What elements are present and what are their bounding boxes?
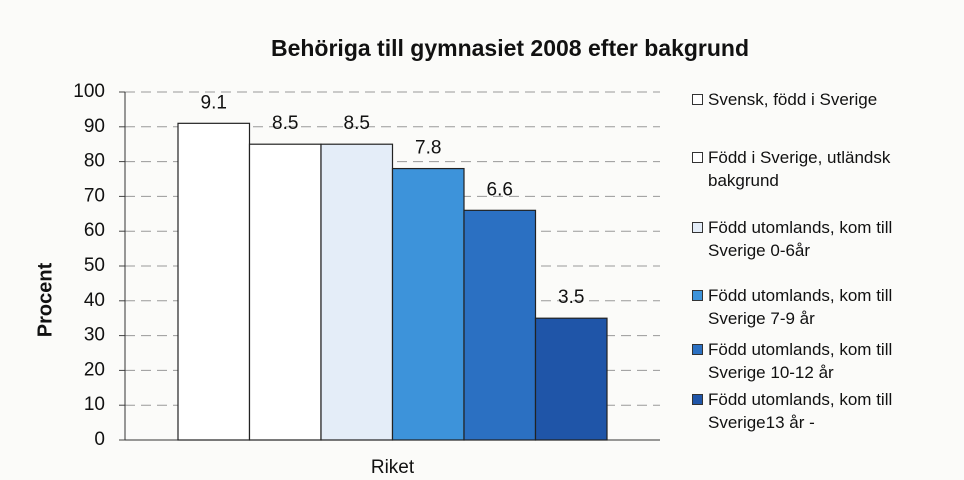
x-tick-label: Riket <box>371 457 415 478</box>
data-label: 7.8 <box>415 138 441 159</box>
y-tick-label: 90 <box>84 116 105 137</box>
bar <box>177 122 251 441</box>
legend-label: Svensk, född i Sverige <box>708 90 878 109</box>
legend-swatch <box>692 222 703 233</box>
legend-label: Född utomlands, kom till Sverige13 år - <box>708 390 893 432</box>
data-label: 9.1 <box>201 92 227 113</box>
y-axis-label: Procent <box>34 262 56 337</box>
chart-title: Behöriga till gymnasiet 2008 efter bakgr… <box>271 35 749 61</box>
bar <box>391 167 465 441</box>
legend-label: Född i Sverige, utländsk bakgrund <box>708 148 891 190</box>
legend-entry: Född utomlands, kom till Sverige 7-9 år <box>690 284 952 330</box>
bar <box>248 143 322 441</box>
legend-entry: Född utomlands, kom till Sverige 0-6år <box>690 216 952 262</box>
y-tick-label: 50 <box>84 255 105 276</box>
bar <box>463 209 537 441</box>
y-tick-label: 10 <box>84 394 105 415</box>
bar <box>320 143 394 441</box>
y-tick-label: 100 <box>73 81 105 102</box>
legend-label: Född utomlands, kom till Sverige 10-12 å… <box>708 340 893 382</box>
y-tick-label: 0 <box>94 429 105 450</box>
y-tick-label: 70 <box>84 185 105 206</box>
legend-entry: Född utomlands, kom till Sverige 10-12 å… <box>690 338 952 384</box>
y-tick-label: 80 <box>84 151 105 172</box>
y-tick-label: 20 <box>84 359 105 380</box>
legend-entry: Född utomlands, kom till Sverige13 år - <box>690 388 952 434</box>
legend-label: Född utomlands, kom till Sverige 0-6år <box>708 218 893 260</box>
data-label: 8.5 <box>272 113 298 134</box>
data-label: 8.5 <box>344 113 370 134</box>
data-label: 3.5 <box>558 287 584 308</box>
legend-swatch <box>692 344 703 355</box>
legend-entry: Svensk, född i Sverige <box>690 88 952 111</box>
legend-label: Född utomlands, kom till Sverige 7-9 år <box>708 286 893 328</box>
legend-swatch <box>692 152 703 163</box>
legend-entry: Född i Sverige, utländsk bakgrund <box>690 146 952 192</box>
legend-swatch <box>692 394 703 405</box>
y-tick-label: 40 <box>84 290 105 311</box>
bar <box>534 317 608 441</box>
data-label: 6.6 <box>487 179 513 200</box>
y-tick-label: 30 <box>84 325 105 346</box>
legend-swatch <box>692 290 703 301</box>
y-tick-label: 60 <box>84 220 105 241</box>
legend-swatch <box>692 94 703 105</box>
